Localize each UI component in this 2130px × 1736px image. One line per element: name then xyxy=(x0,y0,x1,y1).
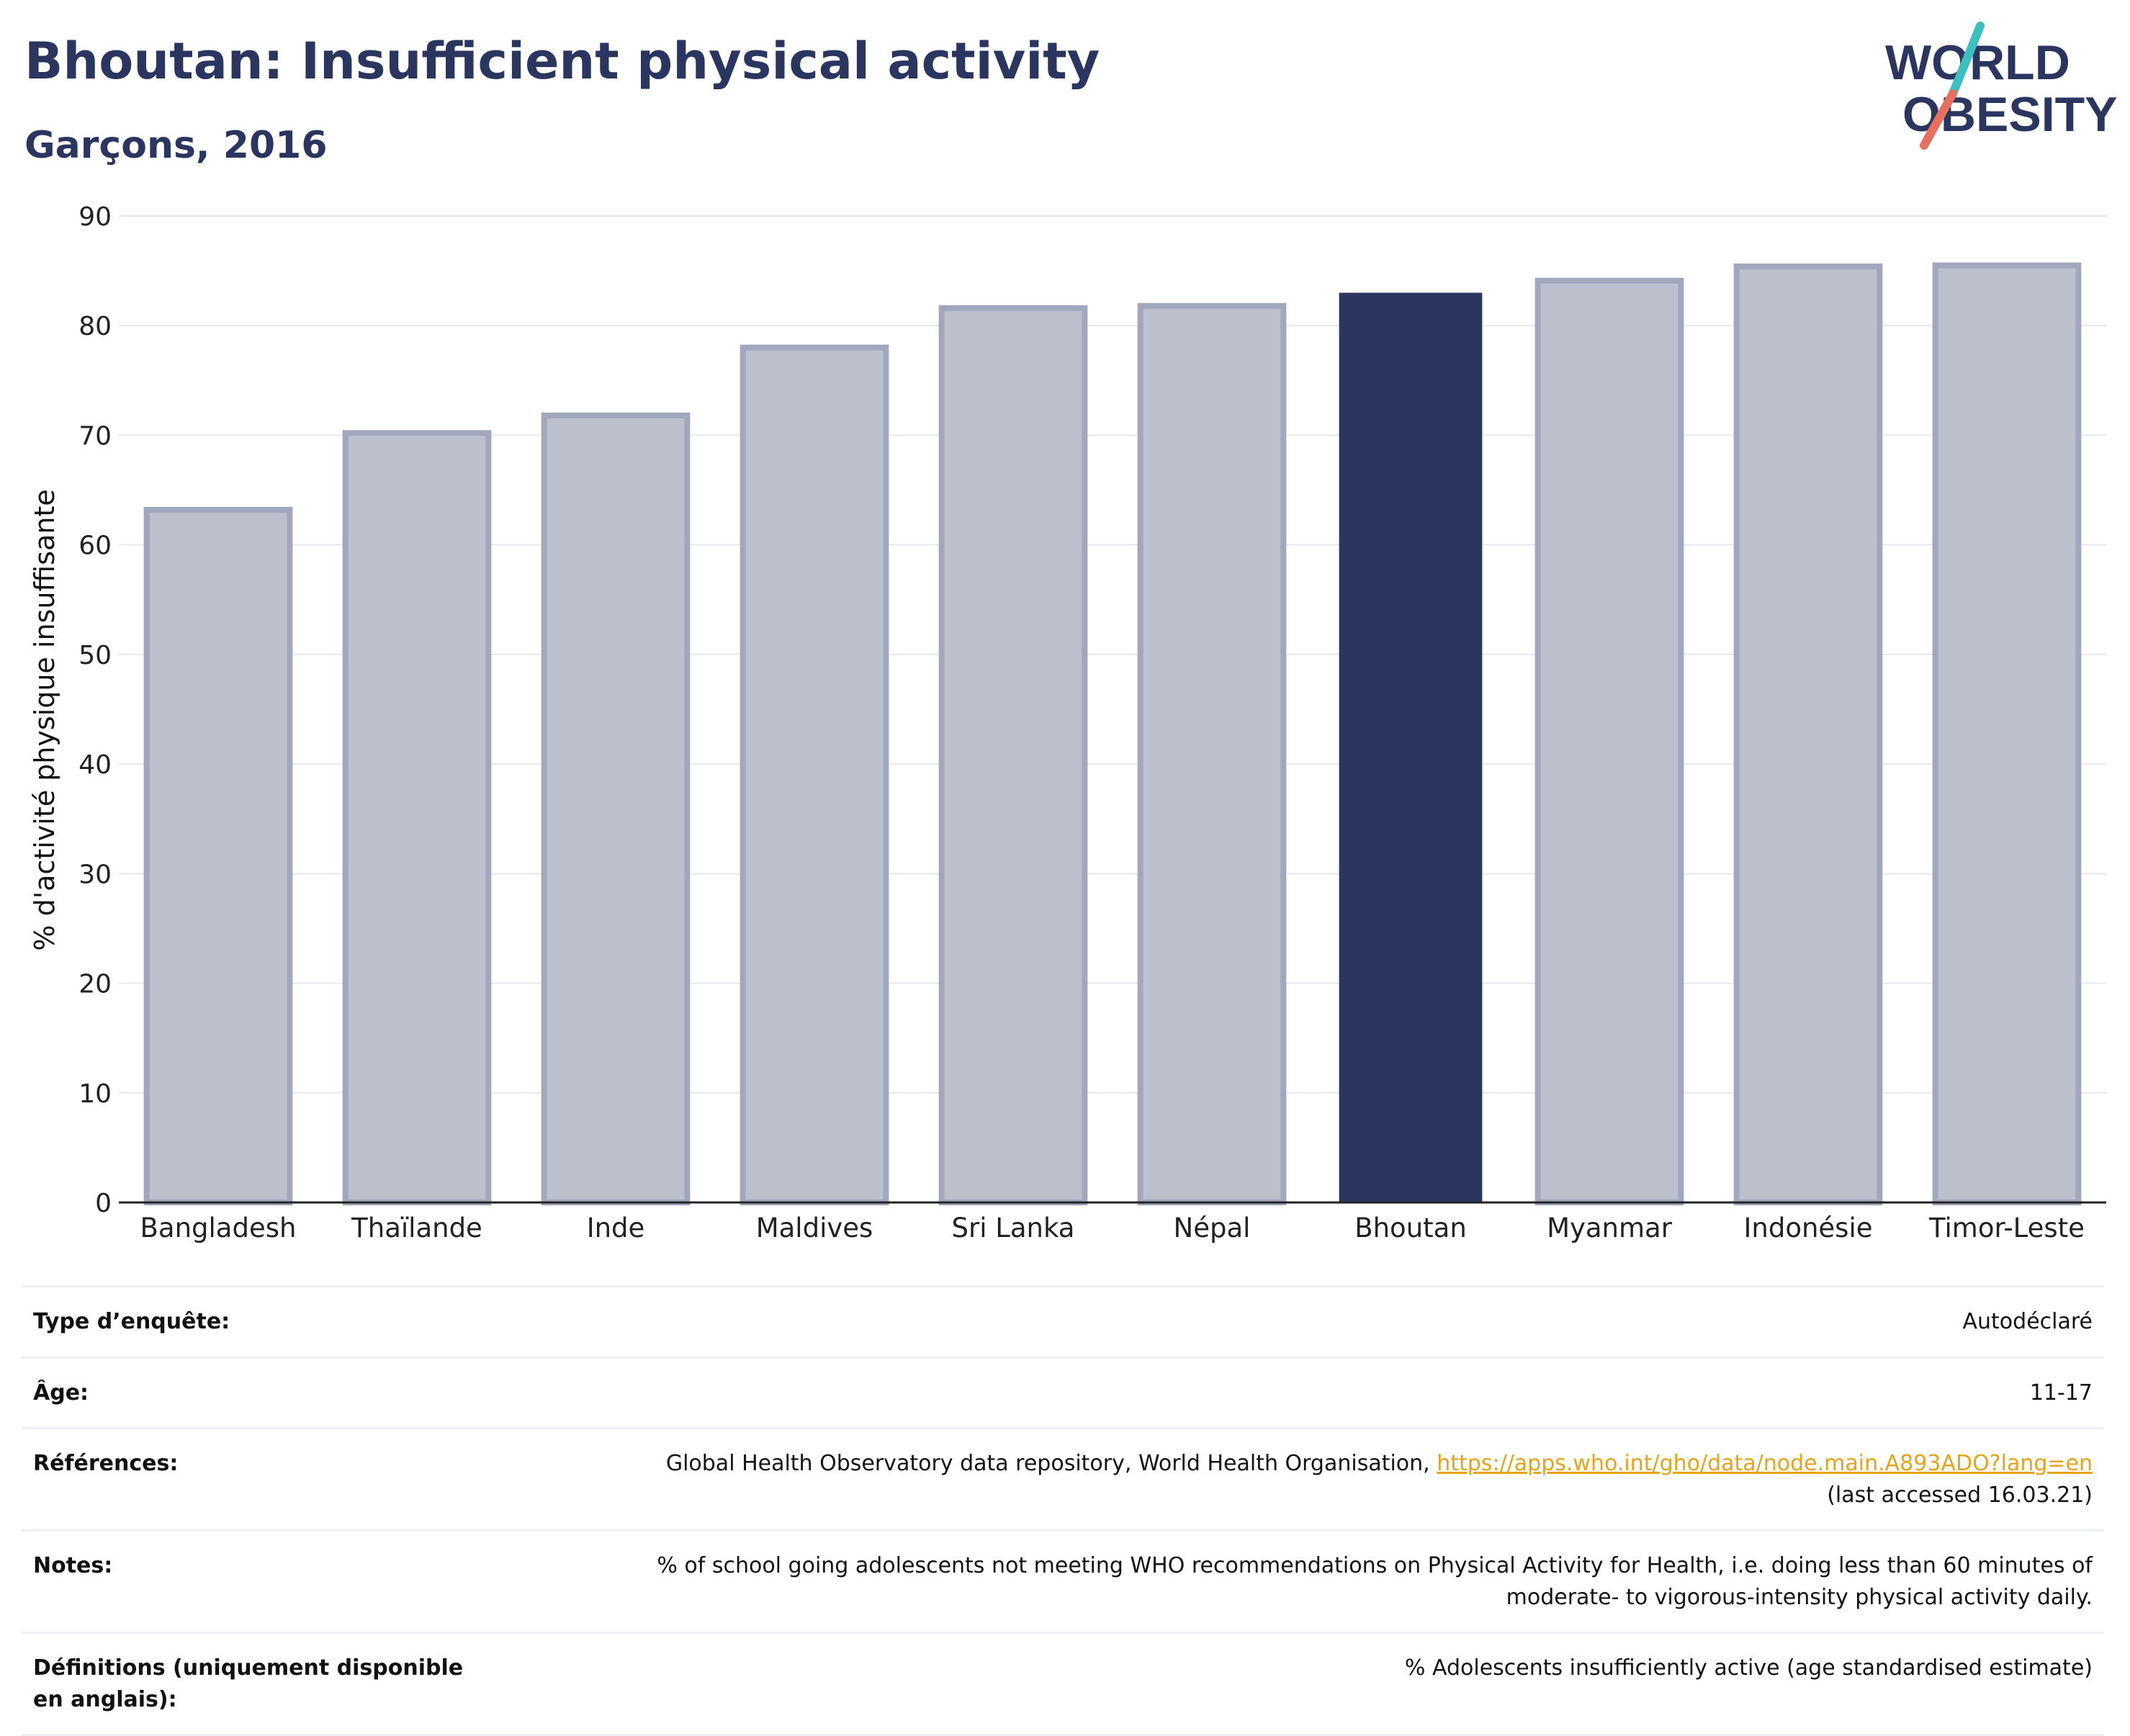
y-tick-label: 0 xyxy=(95,1189,112,1218)
bar xyxy=(938,305,1088,1205)
bar xyxy=(1733,264,1883,1205)
x-tick-labels: Bangladesh Thaïlande Inde Maldives Sri Lanka… xyxy=(140,1213,2085,1243)
bar xyxy=(143,506,293,1205)
meta-row-notes: Notes: % of school going adolescents not… xyxy=(22,1530,2104,1634)
references-link[interactable]: https://apps.who.int/gho/data/node.main.… xyxy=(1437,1451,2093,1476)
y-tick-label: 10 xyxy=(78,1079,112,1109)
x-tick-label: Timor-Leste xyxy=(1928,1213,2085,1243)
bars xyxy=(143,262,2082,1206)
y-tick-labels: 0 10 20 30 40 50 60 70 80 90 xyxy=(78,202,112,1218)
bar xyxy=(342,430,492,1205)
x-tick-label: Bhoutan xyxy=(1354,1213,1467,1243)
y-tick-label: 70 xyxy=(78,421,112,451)
x-tick-label: Maldives xyxy=(756,1213,873,1243)
definitions-value: % Adolescents insufficiently active (age… xyxy=(494,1632,2104,1736)
x-tick-label: Indonésie xyxy=(1743,1213,1872,1243)
meta-row-age: Âge: 11-17 xyxy=(22,1357,2104,1429)
x-tick-label: Népal xyxy=(1174,1213,1251,1243)
bar-highlight xyxy=(1339,292,1483,1202)
bar xyxy=(541,413,691,1205)
bar xyxy=(740,344,889,1206)
y-tick-label: 30 xyxy=(78,860,112,889)
bar xyxy=(1534,277,1684,1205)
notes-value: % of school going adolescents not meetin… xyxy=(494,1530,2104,1634)
age-value: 11-17 xyxy=(494,1357,2104,1429)
notes-line-2: moderate- to vigorous-intensity physical… xyxy=(1506,1584,2093,1610)
references-value: Global Health Observatory data repositor… xyxy=(494,1428,2104,1532)
logo-slash-coral xyxy=(1920,89,1957,150)
y-tick-label: 80 xyxy=(78,312,112,341)
x-tick-label: Inde xyxy=(587,1213,645,1243)
y-tick-label: 20 xyxy=(78,970,112,999)
meta-row-survey: Type d’enquête: Autodéclaré xyxy=(22,1285,2104,1359)
world-obesity-logo: WORLD OBESITY xyxy=(1885,22,2117,150)
bar-chart: 0 10 20 30 40 50 60 70 80 90 Bangladesh Thaïlande I… xyxy=(78,202,2106,1243)
meta-row-definitions: Définitions (uniquement disponible en an… xyxy=(22,1632,2104,1736)
survey-type-value: Autodéclaré xyxy=(494,1285,2104,1359)
x-tick-label: Sri Lanka xyxy=(952,1213,1075,1243)
references-label: Références: xyxy=(22,1428,494,1532)
notes-line-1: % of school going adolescents not meetin… xyxy=(657,1553,2093,1578)
survey-type-label: Type d’enquête: xyxy=(22,1285,494,1359)
y-tick-label: 50 xyxy=(78,641,112,670)
bar xyxy=(1932,262,2082,1205)
metadata-table: Type d’enquête: Autodéclaré Âge: 11-17 R… xyxy=(22,1285,2104,1736)
x-tick-label: Bangladesh xyxy=(140,1213,297,1243)
references-text: Global Health Observatory data repositor… xyxy=(665,1451,1430,1476)
x-tick-label: Myanmar xyxy=(1547,1213,1673,1243)
logo-slash-teal xyxy=(1949,22,1985,98)
logo-word-world: WORLD xyxy=(1885,35,2070,90)
notes-label: Notes: xyxy=(22,1530,494,1634)
meta-row-references: Références: Global Health Observatory da… xyxy=(22,1428,2104,1532)
x-tick-label: Thaïlande xyxy=(351,1213,482,1243)
references-accessed: (last accessed 16.03.21) xyxy=(1827,1482,2093,1508)
y-axis-label: % d'activité physique insuffisante xyxy=(29,489,60,951)
definitions-label: Définitions (uniquement disponible en an… xyxy=(22,1632,494,1736)
chart-subtitle: Garçons, 2016 xyxy=(24,124,328,167)
chart-title: Bhoutan: Insufficient physical activity xyxy=(24,32,1100,91)
y-tick-label: 90 xyxy=(78,202,112,232)
age-label: Âge: xyxy=(22,1357,494,1429)
y-tick-label: 40 xyxy=(78,750,112,780)
bar xyxy=(1137,302,1287,1205)
y-tick-label: 60 xyxy=(78,531,112,561)
